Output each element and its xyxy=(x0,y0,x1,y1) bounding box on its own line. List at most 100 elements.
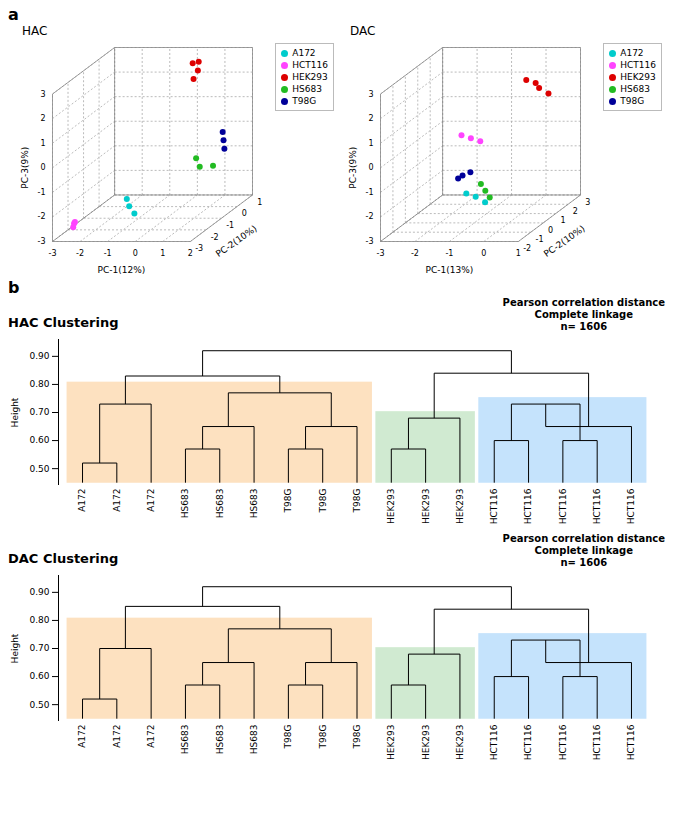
svg-text:1: 1 xyxy=(516,249,521,258)
svg-text:0: 0 xyxy=(133,249,138,258)
svg-text:0.90: 0.90 xyxy=(29,587,49,597)
svg-text:2: 2 xyxy=(573,207,578,216)
svg-text:0.80: 0.80 xyxy=(29,379,49,389)
svg-text:0.70: 0.70 xyxy=(29,643,49,653)
svg-text:-3: -3 xyxy=(49,249,57,258)
svg-text:T98G: T98G xyxy=(352,488,362,513)
svg-text:HCT116: HCT116 xyxy=(489,488,499,524)
svg-text:0.80: 0.80 xyxy=(29,615,49,625)
svg-text:HCT116: HCT116 xyxy=(626,724,636,760)
html-text:A172: A172 xyxy=(292,48,316,58)
svg-text:-3: -3 xyxy=(366,237,374,246)
svg-text:Height: Height xyxy=(10,633,20,663)
svg-text:HCT116: HCT116 xyxy=(626,488,636,524)
svg-text:PC-3(9%): PC-3(9%) xyxy=(20,147,30,189)
svg-text:0: 0 xyxy=(548,226,553,235)
html-text:HCT116: HCT116 xyxy=(292,60,328,70)
svg-text:HEK293: HEK293 xyxy=(421,725,431,761)
svg-text:3: 3 xyxy=(369,90,374,99)
svg-text:1: 1 xyxy=(257,198,262,207)
svg-text:-3: -3 xyxy=(195,244,203,253)
svg-text:HS683: HS683 xyxy=(180,725,190,755)
svg-text:HCT116: HCT116 xyxy=(592,488,602,524)
svg-text:HEK293: HEK293 xyxy=(455,725,465,761)
svg-text:HS683: HS683 xyxy=(215,725,225,755)
html-text:HAC: HAC xyxy=(22,24,48,38)
svg-text:-3: -3 xyxy=(377,249,385,258)
svg-text:3: 3 xyxy=(41,90,46,99)
svg-text:A172: A172 xyxy=(77,489,87,512)
svg-text:0.60: 0.60 xyxy=(29,671,49,681)
html-text:Pearson correlation distance C: Pearson correlation distance Complete li… xyxy=(502,533,665,568)
svg-text:T98G: T98G xyxy=(283,488,293,513)
svg-text:T98G: T98G xyxy=(318,724,328,749)
html-text:b: b xyxy=(8,278,20,297)
svg-text:1: 1 xyxy=(160,249,165,258)
svg-text:A172: A172 xyxy=(112,725,122,748)
svg-text:HEK293: HEK293 xyxy=(386,489,396,525)
svg-text:T98G: T98G xyxy=(318,488,328,513)
svg-text:HS683: HS683 xyxy=(249,489,259,519)
svg-text:-2: -2 xyxy=(366,212,374,221)
html-text:Pearson correlation distance C: Pearson correlation distance Complete li… xyxy=(502,297,665,332)
svg-text:A172: A172 xyxy=(77,725,87,748)
svg-text:A172: A172 xyxy=(112,489,122,512)
svg-text:0: 0 xyxy=(41,163,46,172)
svg-text:-1: -1 xyxy=(536,235,544,244)
svg-text:0.50: 0.50 xyxy=(29,700,49,710)
html-text:a: a xyxy=(8,5,19,24)
svg-text:-2: -2 xyxy=(76,249,84,258)
svg-text:-2: -2 xyxy=(411,249,419,258)
svg-text:0.90: 0.90 xyxy=(29,351,49,361)
svg-text:HCT116: HCT116 xyxy=(558,488,568,524)
svg-text:2: 2 xyxy=(188,249,193,258)
html-text:HAC Clustering: HAC Clustering xyxy=(8,315,119,330)
svg-text:PC-1(13%): PC-1(13%) xyxy=(426,265,474,275)
svg-text:1: 1 xyxy=(369,139,374,148)
svg-text:0.60: 0.60 xyxy=(29,435,49,445)
svg-text:HS683: HS683 xyxy=(180,489,190,519)
svg-text:0: 0 xyxy=(242,209,247,218)
html-text:HS683: HS683 xyxy=(292,84,322,94)
svg-text:HEK293: HEK293 xyxy=(421,489,431,525)
svg-text:-2: -2 xyxy=(211,233,219,242)
svg-text:0: 0 xyxy=(369,163,374,172)
svg-text:HEK293: HEK293 xyxy=(386,725,396,761)
svg-text:HEK293: HEK293 xyxy=(455,489,465,525)
svg-text:PC-1(12%): PC-1(12%) xyxy=(98,265,146,275)
svg-text:A172: A172 xyxy=(146,725,156,748)
svg-text:-3: -3 xyxy=(38,237,46,246)
svg-text:-1: -1 xyxy=(226,221,234,230)
svg-text:0: 0 xyxy=(481,249,486,258)
svg-text:2: 2 xyxy=(369,114,374,123)
html-text:DAC Clustering: DAC Clustering xyxy=(8,551,119,566)
svg-text:HS683: HS683 xyxy=(215,489,225,519)
svg-text:T98G: T98G xyxy=(352,724,362,749)
svg-text:HCT116: HCT116 xyxy=(558,724,568,760)
html-text:DAC: DAC xyxy=(350,24,376,38)
svg-text:1: 1 xyxy=(41,139,46,148)
svg-text:-1: -1 xyxy=(366,188,374,197)
svg-text:2: 2 xyxy=(41,114,46,123)
svg-text:-1: -1 xyxy=(104,249,112,258)
svg-text:HCT116: HCT116 xyxy=(592,724,602,760)
svg-text:3: 3 xyxy=(585,198,590,207)
svg-text:-1: -1 xyxy=(445,249,453,258)
svg-text:PC-2(10%): PC-2(10%) xyxy=(542,223,587,259)
svg-text:Height: Height xyxy=(10,397,20,427)
svg-text:HCT116: HCT116 xyxy=(489,724,499,760)
svg-text:HS683: HS683 xyxy=(249,725,259,755)
svg-text:PC-2(10%): PC-2(10%) xyxy=(214,223,259,259)
svg-text:HCT116: HCT116 xyxy=(523,488,533,524)
html-text:HEK293: HEK293 xyxy=(292,72,328,82)
svg-text:PC-3(9%): PC-3(9%) xyxy=(348,147,358,189)
svg-text:0.50: 0.50 xyxy=(29,464,49,474)
svg-text:HCT116: HCT116 xyxy=(523,724,533,760)
svg-text:A172: A172 xyxy=(146,489,156,512)
svg-text:1: 1 xyxy=(560,216,565,225)
svg-text:-1: -1 xyxy=(38,188,46,197)
svg-text:-2: -2 xyxy=(38,212,46,221)
svg-text:0.70: 0.70 xyxy=(29,407,49,417)
svg-text:-2: -2 xyxy=(523,244,531,253)
svg-text:T98G: T98G xyxy=(283,724,293,749)
